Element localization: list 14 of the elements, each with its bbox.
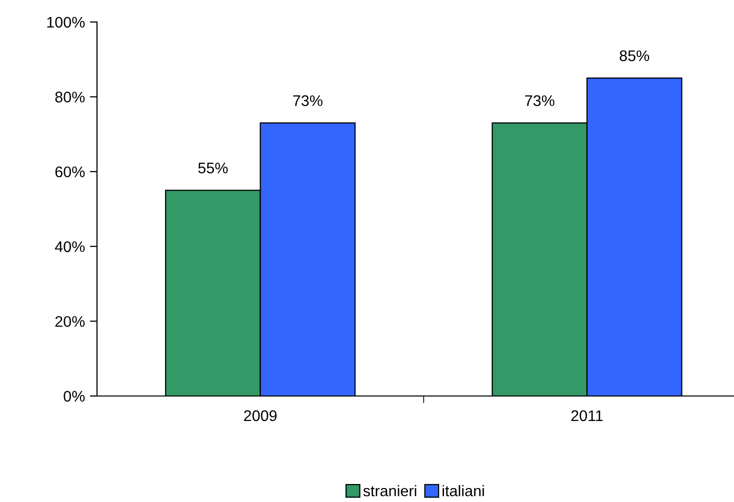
y-tick-label: 0% — [64, 390, 85, 402]
data-label: 55% — [198, 162, 228, 174]
data-label: 73% — [525, 95, 554, 106]
data-label: 73% — [293, 95, 322, 106]
data-label: 85% — [620, 50, 650, 62]
x-tick-label: 2009 — [244, 410, 277, 422]
y-tick-label: 40% — [54, 241, 85, 252]
y-tick-label: 60% — [55, 166, 85, 178]
x-tick-label: 2011 — [571, 410, 603, 422]
legend-label: stranieri — [363, 485, 416, 496]
y-tick-label: 100% — [47, 16, 85, 28]
y-tick-label: 20% — [55, 316, 85, 327]
legend-label: italiani — [442, 485, 484, 496]
y-tick-label: 80% — [55, 92, 85, 102]
